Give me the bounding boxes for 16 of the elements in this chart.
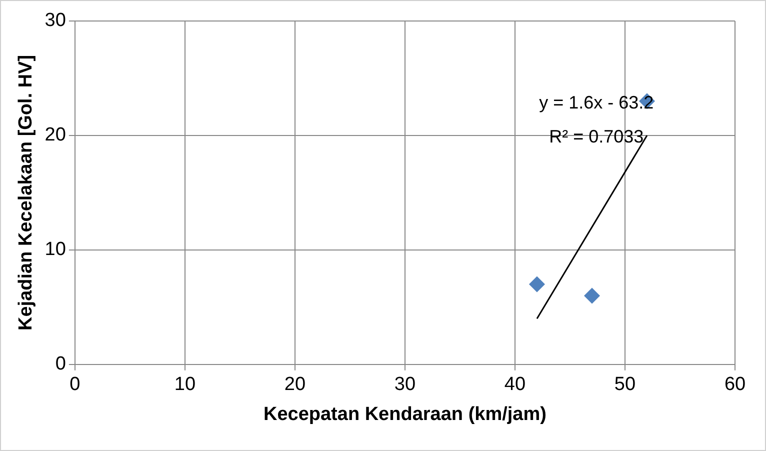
x-tick-label: 50 bbox=[614, 374, 636, 396]
y-axis-title: Kejadian Kecelakaan [Gol. HV] bbox=[16, 54, 37, 330]
x-tick-label: 40 bbox=[504, 374, 526, 396]
y-tick-label: 30 bbox=[44, 10, 66, 32]
x-tick-label: 60 bbox=[724, 374, 746, 396]
x-axis-title: Kecepatan Kendaraan (km/jam) bbox=[263, 404, 546, 425]
x-tick-label: 30 bbox=[394, 374, 416, 396]
point bbox=[584, 288, 600, 304]
x-tick-label: 10 bbox=[174, 374, 196, 396]
annotation: R² = 0.7033 bbox=[549, 126, 644, 147]
y-tick-label: 10 bbox=[44, 239, 66, 260]
y-tick-label: 20 bbox=[44, 124, 66, 146]
point bbox=[528, 276, 545, 292]
y-tick-label: 0 bbox=[55, 354, 66, 375]
x-tick-label: 20 bbox=[284, 374, 306, 396]
x-tick-label: 0 bbox=[70, 374, 80, 396]
